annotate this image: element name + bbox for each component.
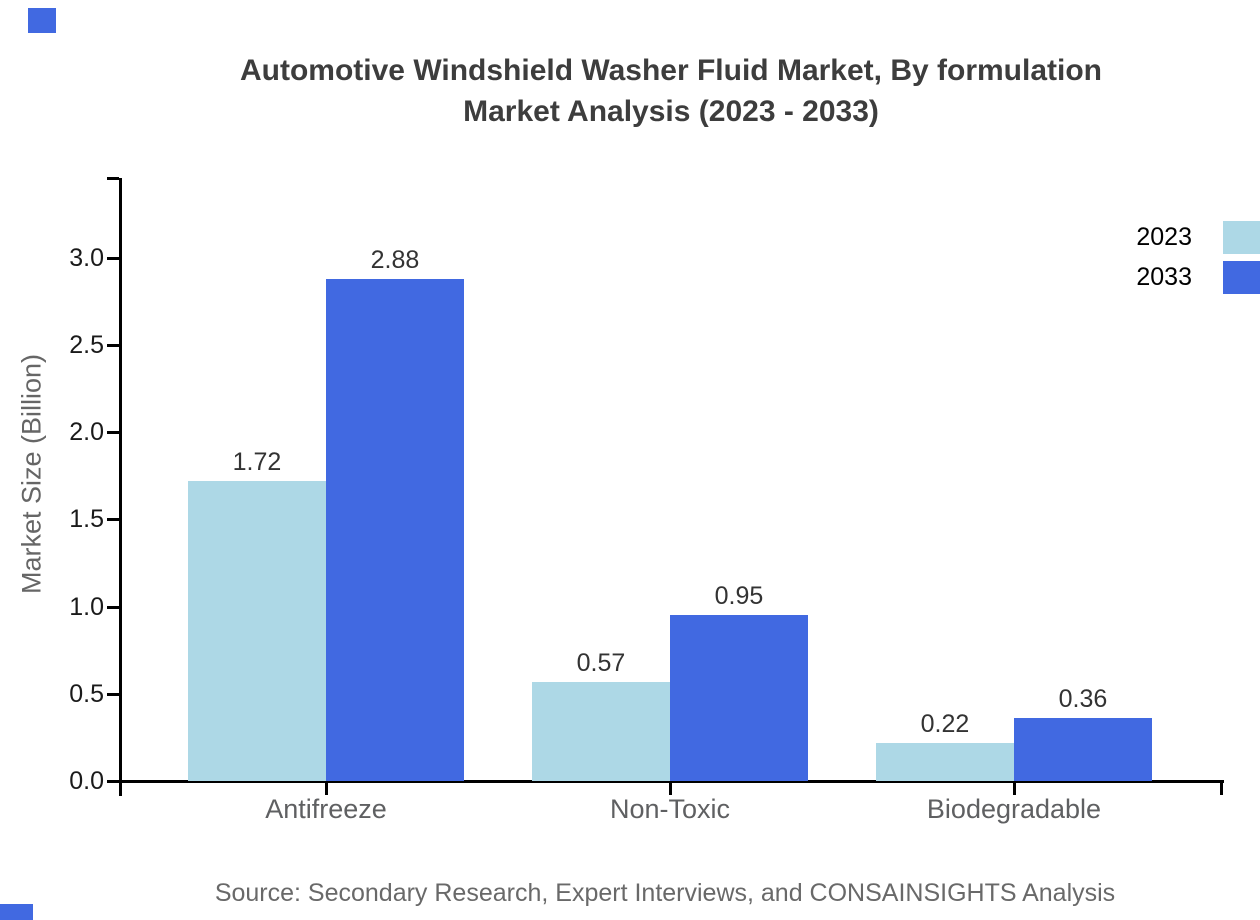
y-tick (107, 606, 119, 609)
y-tick-label: 1.0 (69, 593, 104, 621)
y-axis-title: Market Size (Billion) (16, 353, 47, 595)
legend-label-2033: 2033 (1136, 263, 1192, 291)
y-tick-label: 1.5 (69, 505, 104, 533)
chart-title-line1: Automotive Windshield Washer Fluid Marke… (239, 54, 1103, 87)
y-tick-label: 3.0 (69, 244, 104, 272)
source-note: Source: Secondary Research, Expert Inter… (214, 879, 1116, 907)
bar-value-label: 0.95 (714, 582, 764, 610)
bar-non-toxic-2023 (532, 682, 670, 781)
y-tick (107, 257, 119, 260)
y-tick (107, 780, 119, 783)
x-category-label: Antifreeze (265, 794, 387, 824)
x-axis-end-cap (1220, 783, 1223, 795)
y-tick (107, 431, 119, 434)
bar-non-toxic-2033 (670, 615, 808, 781)
x-category-label: Biodegradable (926, 794, 1102, 824)
x-tick (1013, 783, 1016, 795)
legend-swatch-2033 (1223, 261, 1260, 294)
y-tick (107, 344, 119, 347)
y-tick-label: 0.0 (69, 767, 104, 795)
y-tick (107, 693, 119, 696)
y-axis-line (119, 178, 122, 796)
x-tick (669, 783, 672, 795)
bar-value-label: 2.88 (370, 246, 420, 274)
corner-accent-top-left (28, 8, 56, 33)
bar-biodegradable-2033 (1014, 718, 1152, 781)
chart-title-line2: Market Analysis (2023 - 2033) (463, 95, 879, 128)
bar-biodegradable-2023 (876, 743, 1014, 781)
legend-label-2023: 2023 (1136, 223, 1192, 251)
x-axis-line (119, 780, 1224, 783)
bar-value-label: 0.57 (576, 649, 626, 677)
chart-title: Automotive Windshield Washer Fluid Marke… (121, 50, 1221, 132)
bar-value-label: 0.22 (920, 710, 970, 738)
y-tick-label: 0.5 (69, 680, 104, 708)
corner-accent-bottom-left (0, 904, 33, 920)
bar-value-label: 0.36 (1058, 685, 1108, 713)
x-category-label: Non-Toxic (609, 794, 731, 824)
bar-antifreeze-2033 (326, 279, 464, 781)
y-tick (107, 518, 119, 521)
x-tick (325, 783, 328, 795)
bar-value-label: 1.72 (232, 448, 282, 476)
y-axis-end-cap (107, 177, 119, 180)
legend-swatch-2023 (1223, 221, 1260, 254)
y-tick-label: 2.5 (69, 331, 104, 359)
y-tick-label: 2.0 (69, 418, 104, 446)
bar-antifreeze-2023 (188, 481, 326, 781)
